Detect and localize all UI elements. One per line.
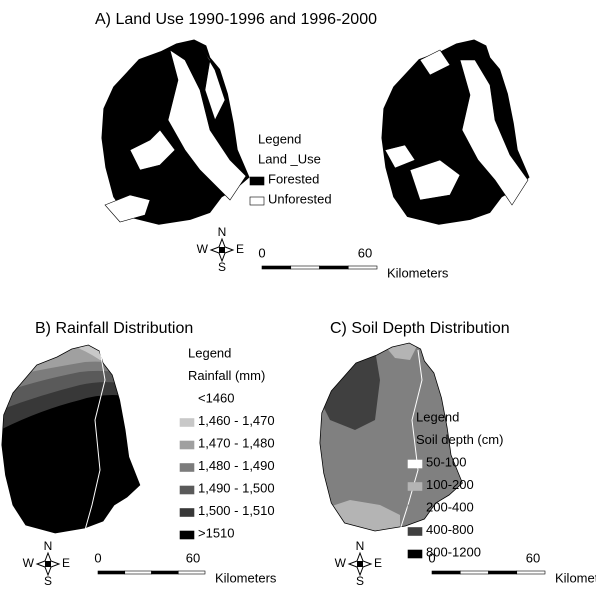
- map-a-right: [381, 39, 530, 225]
- legend-subtitle: Land _Use: [258, 151, 321, 166]
- legend-label: 50-100: [426, 454, 466, 469]
- panel-title: C) Soil Depth Distribution: [330, 320, 510, 337]
- panel-title: A) Land Use 1990-1996 and 1996-2000: [95, 11, 377, 28]
- legend-swatch: [407, 459, 423, 469]
- scale-segment: [97, 570, 126, 575]
- scale-start: 0: [258, 245, 265, 260]
- legend-swatch: [407, 549, 423, 559]
- legend-title: Legend: [258, 131, 301, 146]
- scale-unit: Kilometers: [215, 570, 277, 585]
- legend-label: >1510: [198, 525, 235, 540]
- legend-label: Unforested: [268, 191, 332, 206]
- scale-segment: [459, 570, 489, 575]
- legend-swatch: [179, 485, 195, 495]
- legend-swatch: [179, 395, 195, 405]
- compass-w: W: [197, 242, 209, 256]
- legend-swatch: [249, 176, 265, 186]
- scale-segment: [516, 570, 546, 575]
- scale-start: 0: [94, 550, 101, 565]
- compass-center: [45, 561, 51, 567]
- legend-title: Legend: [416, 409, 459, 424]
- compass-e: E: [62, 556, 70, 570]
- compass-e: E: [236, 242, 244, 256]
- legend-swatch: [179, 508, 195, 517]
- legend-label: 800-1200: [426, 544, 481, 559]
- legend-label: 1,480 - 1,490: [198, 458, 275, 473]
- legend-swatch: [249, 196, 265, 206]
- compass-s: S: [356, 574, 364, 588]
- scale-segment: [290, 265, 320, 270]
- scale-unit: Kilometers: [387, 265, 449, 280]
- scale-start: 0: [428, 550, 435, 565]
- compass-w: W: [335, 556, 347, 570]
- legend-label: <1460: [198, 390, 235, 405]
- scale-segment: [347, 265, 378, 270]
- legend-swatch: [407, 482, 423, 491]
- map-a-left: [101, 39, 250, 225]
- legend-subtitle: Rainfall (mm): [188, 368, 265, 383]
- compass-w: W: [23, 556, 35, 570]
- compass-e: E: [374, 556, 382, 570]
- legend-label: 1,460 - 1,470: [198, 413, 275, 428]
- scale-end: 60: [358, 245, 372, 260]
- scale-unit: Kilometers: [555, 570, 596, 585]
- scale-segment: [488, 570, 518, 575]
- legend-label: 200-400: [426, 499, 474, 514]
- scale-segment: [431, 570, 461, 575]
- compass-n: N: [218, 225, 227, 239]
- scale-segment: [124, 570, 152, 575]
- compass-center: [219, 247, 225, 253]
- compass-center: [357, 561, 363, 567]
- labels: A) Land Use 1990-1996 and 1996-2000 Legen…: [23, 11, 596, 588]
- legend-label: 100-200: [426, 477, 474, 492]
- legend-swatch: [407, 527, 423, 536]
- scale-segment: [261, 265, 292, 270]
- compass-n: N: [356, 539, 365, 553]
- legend-subtitle: Soil depth (cm): [416, 432, 503, 447]
- compass-n: N: [44, 539, 53, 553]
- legend-swatch: [179, 530, 195, 540]
- legend-swatch: [407, 504, 423, 514]
- compass-s: S: [218, 260, 226, 274]
- legend-label: 400-800: [426, 522, 474, 537]
- legend-swatch: [179, 463, 195, 472]
- legend-label: 1,470 - 1,480: [198, 435, 275, 450]
- scale-end: 60: [526, 550, 540, 565]
- scale-end: 60: [186, 550, 200, 565]
- compass-s: S: [44, 574, 52, 588]
- scale-segment: [151, 570, 179, 575]
- scale-segment: [177, 570, 206, 575]
- legend-label: Forested: [268, 171, 319, 186]
- legend-label: 1,490 - 1,500: [198, 480, 275, 495]
- legend-swatch: [179, 440, 195, 450]
- panel-title: B) Rainfall Distribution: [35, 320, 193, 337]
- legend-title: Legend: [188, 345, 231, 360]
- legend-label: 1,500 - 1,510: [198, 503, 275, 518]
- map-b: [1, 345, 140, 533]
- scale-segment: [319, 265, 349, 270]
- legend-swatch: [179, 418, 195, 427]
